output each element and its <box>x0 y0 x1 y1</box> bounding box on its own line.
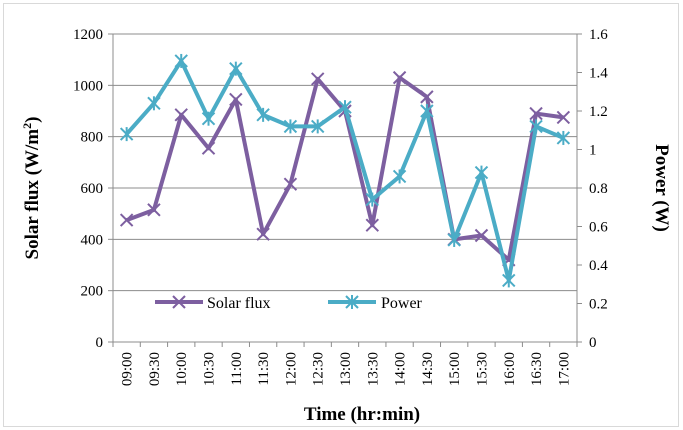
data-point-power <box>119 127 134 142</box>
x-axis-ticks: 09:00 09:30 10:00 10:30 11:00 11:30 12:00 12:30… <box>112 342 578 386</box>
data-point-power <box>447 232 461 247</box>
data-point-power <box>556 130 571 145</box>
data-point-solar-flux <box>174 108 188 122</box>
left-tick-label: 600 <box>81 181 104 197</box>
data-point-solar-flux <box>256 227 270 241</box>
data-point-power <box>229 61 243 76</box>
x-tick-label: 11:00 <box>229 352 245 386</box>
chart-frame <box>3 3 679 427</box>
data-point-solar-flux <box>201 141 216 155</box>
data-point-solar-flux <box>365 218 380 232</box>
x-tick-label: 15:00 <box>447 352 463 386</box>
legend-marker <box>172 295 186 309</box>
data-point-power <box>392 169 407 184</box>
data-point-solar-flux <box>529 106 543 121</box>
x-tick-label: 11:30 <box>256 352 272 386</box>
x-tick-label: 09:30 <box>147 352 163 386</box>
x-tick-label: 15:30 <box>474 352 490 386</box>
data-point-solar-flux <box>147 203 161 217</box>
data-point-solar-flux <box>474 228 489 243</box>
x-tick-label: 10:30 <box>202 352 218 386</box>
data-point-power <box>338 100 352 115</box>
data-point-power <box>310 119 325 134</box>
data-point-solar-flux <box>229 92 243 107</box>
x-tick-label: 10:00 <box>174 352 190 386</box>
left-tick-label: 800 <box>81 130 104 146</box>
data-point-solar-flux <box>310 72 325 86</box>
x-tick-label: 14:30 <box>420 352 436 386</box>
data-point-power <box>474 165 489 180</box>
data-point-power <box>201 111 216 126</box>
right-axis-ticks: 0 0.2 0.4 0.6 0.8 1 1.2 1.4 1.6 <box>577 27 608 351</box>
left-tick-label: 0 <box>96 335 104 351</box>
right-tick-label: 0.8 <box>589 181 608 197</box>
x-tick-label: 17:00 <box>556 352 572 386</box>
data-point-solar-flux <box>392 70 407 85</box>
x-axis-title: Time (hr:min) <box>304 404 420 425</box>
x-tick-label: 13:00 <box>338 352 354 386</box>
data-point-power <box>256 107 270 122</box>
data-point-solar-flux <box>283 177 298 191</box>
data-point-power <box>174 53 188 68</box>
right-tick-label: 0.2 <box>589 297 608 313</box>
right-tick-label: 0.6 <box>589 220 608 236</box>
legend-marker <box>345 295 359 309</box>
left-tick-label: 200 <box>81 284 104 300</box>
x-tick-label: 16:00 <box>502 352 518 386</box>
left-tick-label: 1200 <box>73 27 103 43</box>
left-tick-label: 400 <box>81 232 104 248</box>
data-point-power <box>365 192 380 207</box>
legend-marker-solar-flux <box>172 295 186 309</box>
right-tick-label: 0 <box>589 335 597 351</box>
x-tick-label: 12:30 <box>311 352 327 386</box>
data-point-power <box>283 119 298 134</box>
data-point-power <box>147 96 161 111</box>
x-tick-label: 09:00 <box>120 352 136 386</box>
x-tick-label: 12:00 <box>283 352 299 386</box>
right-tick-label: 1.2 <box>589 104 608 120</box>
left-axis-ticks: 0 200 400 600 800 1000 1200 <box>73 27 113 351</box>
left-axis-title: Solar flux (W/m2) <box>20 117 43 260</box>
legend-label-power: Power <box>381 295 423 312</box>
x-tick-label: 14:00 <box>393 352 409 386</box>
right-tick-label: 0.4 <box>589 258 608 274</box>
data-point-solar-flux <box>556 110 571 125</box>
legend-label-solar-flux: Solar flux <box>207 295 271 312</box>
data-point-power <box>502 273 516 288</box>
legend-marker-power <box>345 295 359 309</box>
right-tick-label: 1.4 <box>589 66 608 82</box>
legend: Solar flux Power <box>155 295 423 312</box>
x-tick-label: 16:30 <box>529 352 545 386</box>
data-point-power <box>529 119 543 134</box>
left-tick-label: 1000 <box>73 78 103 94</box>
right-tick-label: 1.6 <box>589 27 608 43</box>
data-point-solar-flux <box>420 90 434 104</box>
right-axis-title: Power (W) <box>651 144 672 232</box>
gridlines <box>113 33 577 343</box>
series-layer <box>119 53 571 288</box>
right-tick-label: 1 <box>589 143 597 159</box>
data-point-power <box>420 104 434 118</box>
data-point-solar-flux <box>119 213 134 227</box>
x-tick-label: 13:30 <box>365 352 381 386</box>
